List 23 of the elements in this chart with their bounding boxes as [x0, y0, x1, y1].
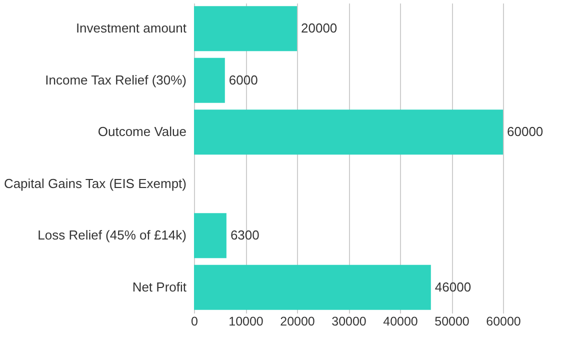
- y-tick-label: Capital Gains Tax (EIS Exempt): [4, 176, 186, 191]
- x-tick-label: 10000: [228, 314, 264, 328]
- bar: [194, 58, 225, 103]
- y-tick-label: Net Profit: [132, 279, 187, 294]
- data-label: 60000: [507, 124, 544, 140]
- x-tick-label: 20000: [280, 314, 315, 328]
- bar: [194, 264, 431, 310]
- x-tick-label: 0: [191, 314, 198, 328]
- data-label: 46000: [434, 279, 472, 294]
- data-label: 6000: [228, 72, 258, 88]
- data-label: 20000: [301, 20, 338, 36]
- x-tick-label: 30000: [332, 314, 366, 328]
- y-tick-label: Outcome Value: [98, 124, 186, 140]
- bar: [194, 6, 297, 52]
- y-tick-label: Loss Relief (45% of £14k): [38, 228, 186, 243]
- x-tick-label: 60000: [486, 314, 521, 328]
- x-tick-label: 50000: [434, 314, 470, 328]
- data-label: 6300: [230, 228, 260, 243]
- bar: [194, 110, 503, 155]
- y-tick-label: Investment amount: [76, 20, 187, 36]
- bar: [194, 213, 226, 258]
- x-tick-label: 40000: [383, 314, 418, 328]
- y-tick-label: Income Tax Relief (30%): [45, 72, 186, 88]
